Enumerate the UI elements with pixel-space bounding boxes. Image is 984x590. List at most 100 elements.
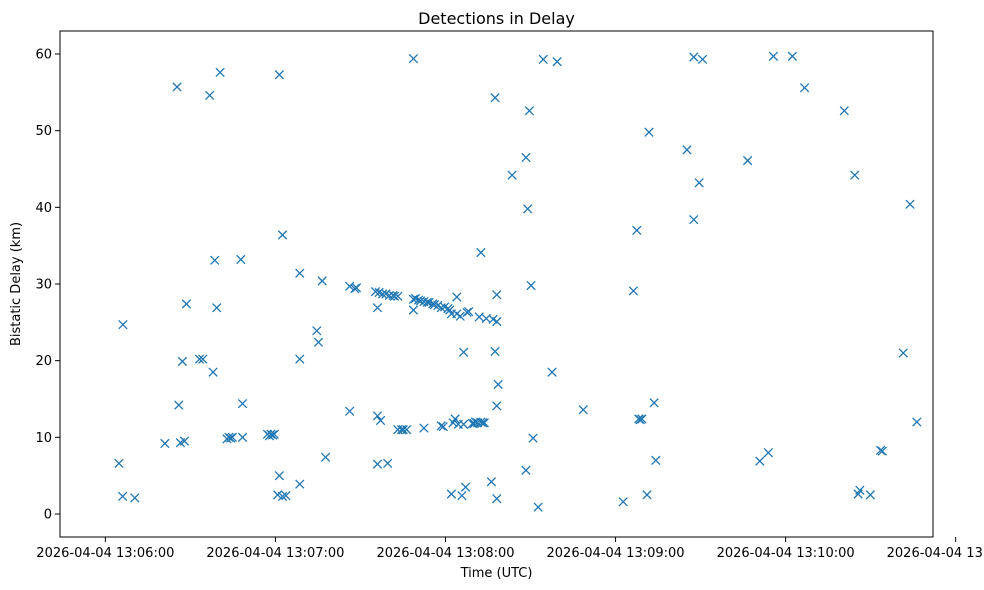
data-point — [694, 178, 704, 188]
data-point — [632, 225, 642, 235]
data-point — [457, 490, 467, 501]
y-tick-label: 50 — [35, 124, 52, 139]
data-point — [372, 303, 383, 313]
data-point — [438, 421, 448, 432]
data-point — [875, 445, 886, 456]
data-point — [351, 283, 362, 293]
data-point — [382, 458, 393, 469]
data-point — [768, 51, 779, 61]
data-point — [212, 303, 222, 313]
data-point — [855, 485, 865, 495]
data-point — [317, 276, 327, 286]
data-point — [635, 415, 645, 425]
y-tick-label: 10 — [35, 431, 52, 446]
data-point — [763, 448, 773, 458]
data-point — [281, 490, 291, 501]
x-tick-label: 2026-04-04 13:06:00 — [36, 546, 174, 561]
data-point — [474, 312, 484, 322]
data-point — [208, 367, 218, 377]
data-point — [179, 436, 190, 446]
data-point — [492, 494, 502, 504]
data-point — [637, 414, 647, 424]
data-point — [477, 418, 488, 428]
data-point — [682, 145, 692, 155]
data-point — [799, 83, 810, 93]
data-point — [458, 419, 469, 429]
data-point — [490, 346, 500, 357]
data-point — [460, 482, 471, 492]
data-point — [618, 497, 628, 507]
data-point — [850, 170, 860, 180]
data-point — [649, 398, 659, 408]
data-point — [528, 433, 538, 443]
data-point — [225, 433, 236, 443]
data-point — [372, 459, 383, 469]
x-tick-label: 2026-04-04 13:07:00 — [206, 546, 344, 561]
data-point — [295, 354, 305, 364]
data-point — [446, 489, 457, 499]
data-point — [130, 493, 140, 503]
data-point — [697, 54, 708, 65]
data-point — [295, 479, 305, 489]
data-point — [160, 438, 170, 449]
data-point — [492, 401, 502, 411]
data-point — [898, 348, 908, 358]
plot-area — [60, 31, 933, 537]
data-point — [181, 299, 192, 309]
data-point — [295, 268, 305, 278]
y-tick-label: 20 — [35, 354, 52, 369]
data-point — [905, 199, 915, 209]
y-tick-label: 40 — [35, 201, 52, 216]
data-point — [462, 307, 472, 318]
data-point — [413, 295, 424, 305]
data-point — [452, 292, 462, 302]
data-point — [524, 106, 535, 116]
data-point — [204, 90, 215, 101]
x-tick-label: 2026-04-04 13:08:00 — [376, 546, 514, 561]
data-point — [267, 430, 278, 440]
data-point — [210, 255, 220, 265]
y-axis-label: Bistatic Delay (km) — [9, 222, 24, 346]
data-point — [455, 311, 465, 321]
data-point — [450, 414, 460, 424]
data-point — [375, 415, 386, 426]
data-point — [118, 319, 128, 330]
data-point — [277, 230, 288, 240]
data-point — [312, 326, 322, 336]
x-axis-label: Time (UTC) — [460, 566, 533, 581]
data-point — [237, 432, 248, 442]
data-point — [521, 465, 531, 475]
data-point — [912, 417, 922, 427]
chart-title: Detections in Delay — [418, 9, 575, 28]
data-point — [177, 356, 188, 367]
data-point — [174, 400, 184, 410]
data-point — [578, 405, 588, 415]
data-point — [117, 491, 128, 502]
data-point — [227, 432, 237, 442]
data-point — [742, 155, 753, 166]
data-point — [277, 491, 288, 502]
data-point — [476, 247, 486, 258]
data-point — [313, 337, 324, 347]
data-point — [429, 300, 440, 310]
data-point — [642, 490, 652, 500]
data-point — [401, 425, 412, 435]
data-point — [787, 51, 798, 61]
data-point — [755, 456, 765, 466]
data-point — [523, 204, 533, 214]
data-point — [689, 214, 699, 225]
data-point — [628, 286, 639, 296]
data-point — [274, 70, 285, 80]
data-point — [224, 432, 234, 442]
data-point — [266, 429, 276, 439]
data-point — [408, 53, 419, 64]
data-point — [547, 367, 557, 377]
x-tick-label: 2026-04-04 13:09:00 — [547, 546, 685, 561]
data-point — [533, 502, 543, 512]
data-point — [486, 477, 497, 487]
data-point — [393, 291, 403, 301]
data-point — [269, 429, 279, 439]
data-point — [236, 254, 246, 265]
data-point — [410, 293, 421, 304]
